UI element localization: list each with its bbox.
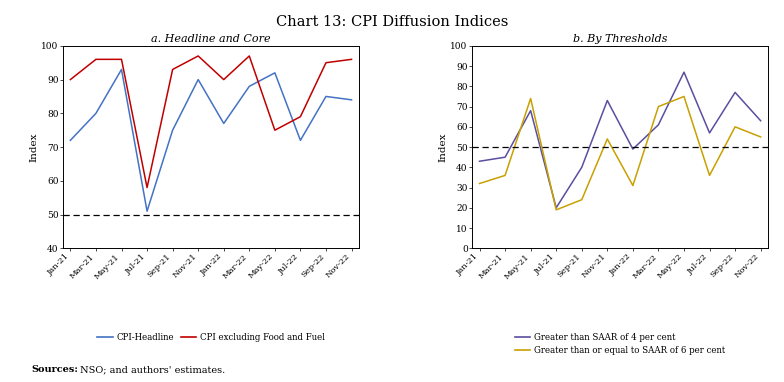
Y-axis label: Index: Index: [439, 132, 448, 162]
Title: a. Headline and Core: a. Headline and Core: [151, 34, 270, 44]
Legend: CPI-Headline, CPI excluding Food and Fuel: CPI-Headline, CPI excluding Food and Fue…: [94, 330, 328, 345]
Text: Sources:: Sources:: [31, 365, 78, 374]
Text: Chart 13: CPI Diffusion Indices: Chart 13: CPI Diffusion Indices: [276, 15, 508, 29]
Title: b. By Thresholds: b. By Thresholds: [573, 34, 667, 44]
Text: NSO; and authors' estimates.: NSO; and authors' estimates.: [77, 365, 225, 374]
Y-axis label: Index: Index: [30, 132, 38, 162]
Legend: Greater than SAAR of 4 per cent, Greater than or equal to SAAR of 6 per cent: Greater than SAAR of 4 per cent, Greater…: [511, 330, 728, 359]
